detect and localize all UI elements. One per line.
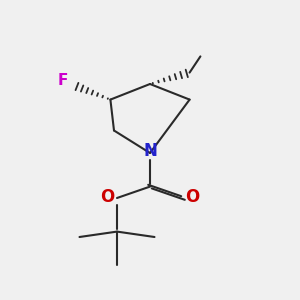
- Text: O: O: [100, 188, 115, 206]
- Text: F: F: [58, 73, 68, 88]
- Text: O: O: [185, 188, 200, 206]
- Text: N: N: [143, 142, 157, 160]
